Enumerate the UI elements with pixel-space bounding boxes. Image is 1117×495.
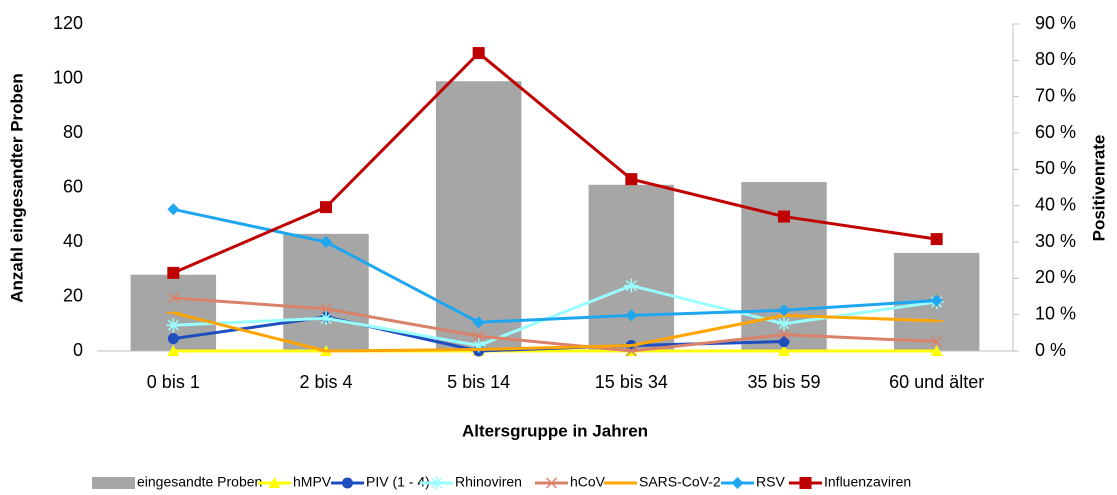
y-axis-title: Anzahl eingesandter Proben — [7, 73, 26, 303]
legend-marker — [268, 477, 281, 488]
y-tick-label: 0 — [73, 340, 83, 360]
marker — [778, 336, 790, 348]
marker — [167, 292, 179, 304]
x-tick-label: 5 bis 14 — [447, 372, 510, 392]
marker — [778, 304, 790, 317]
y2-tick-label: 10 % — [1035, 303, 1076, 323]
line — [173, 284, 937, 348]
marker — [930, 345, 943, 356]
bar — [283, 233, 369, 351]
marker — [320, 236, 332, 248]
y2-axis-title: Positivenrate — [1089, 135, 1108, 242]
x-tick-label: 15 bis 34 — [595, 372, 668, 392]
series-4 — [167, 292, 943, 357]
legend-swatch — [92, 477, 135, 489]
y2-tick-label: 40 % — [1035, 194, 1076, 214]
marker — [931, 336, 943, 348]
y-tick-label: 100 — [53, 67, 83, 87]
marker — [472, 316, 485, 329]
y2-tick-label: 30 % — [1035, 231, 1076, 251]
marker — [473, 330, 485, 342]
legend-label: RSV — [756, 474, 785, 490]
legend-label: PIV (1 - 4) — [366, 474, 430, 490]
y2-tick-label: 50 % — [1035, 158, 1076, 178]
marker — [778, 345, 790, 356]
marker — [930, 233, 943, 246]
legend-marker — [545, 477, 558, 489]
y2-tick-label: 80 % — [1035, 49, 1076, 69]
marker — [930, 294, 943, 307]
x-tick-label: 2 bis 4 — [299, 372, 352, 392]
marker — [320, 303, 332, 315]
marker — [167, 333, 179, 345]
y-tick-label: 40 — [63, 231, 83, 251]
line — [173, 207, 937, 324]
marker — [319, 311, 333, 326]
x-tick-label: 35 bis 59 — [747, 372, 820, 392]
line — [173, 296, 937, 353]
legend-marker — [342, 477, 353, 489]
series-7 — [167, 47, 943, 279]
line — [172, 311, 937, 353]
legend-label: hCoV — [570, 474, 606, 490]
y2-tick-label: 70 % — [1035, 85, 1076, 105]
marker — [167, 203, 180, 216]
marker — [625, 309, 638, 322]
legend-label: eingesandte Proben — [137, 474, 262, 490]
marker — [167, 266, 180, 279]
y-tick-label: 20 — [63, 285, 83, 305]
marker — [472, 47, 485, 60]
marker — [778, 210, 790, 223]
legend-label: hMPV — [293, 474, 332, 490]
x-axis-title: Altersgruppe in Jahren — [462, 421, 648, 440]
bar — [588, 184, 675, 351]
x-tick-label: 0 bis 1 — [147, 372, 200, 392]
legend-marker — [429, 476, 444, 490]
marker — [778, 329, 790, 341]
y-tick-label: 60 — [63, 176, 83, 196]
line — [172, 51, 937, 275]
bar — [435, 81, 522, 351]
marker — [167, 345, 180, 356]
y-tick-label: 80 — [63, 122, 83, 142]
marker — [625, 345, 637, 357]
y2-tick-label: 20 % — [1035, 267, 1076, 287]
y2-tick-label: 0 % — [1035, 340, 1066, 360]
y2-tick-label: 90 % — [1035, 13, 1076, 33]
y2-tick-label: 60 % — [1035, 122, 1076, 142]
marker — [166, 318, 181, 333]
legend-marker — [731, 477, 744, 489]
marker — [471, 338, 486, 353]
marker — [625, 173, 638, 186]
series-6 — [167, 203, 943, 329]
legend-label: Influenzaviren — [824, 474, 911, 490]
legend-marker — [799, 477, 812, 489]
legend-label: Rhinoviren — [455, 474, 522, 490]
marker — [320, 201, 332, 214]
marker — [777, 316, 791, 331]
legend-label: SARS-CoV-2 — [639, 474, 721, 490]
y-tick-label: 120 — [53, 13, 83, 33]
marker — [624, 278, 639, 293]
x-tick-label: 60 und älter — [889, 372, 984, 392]
